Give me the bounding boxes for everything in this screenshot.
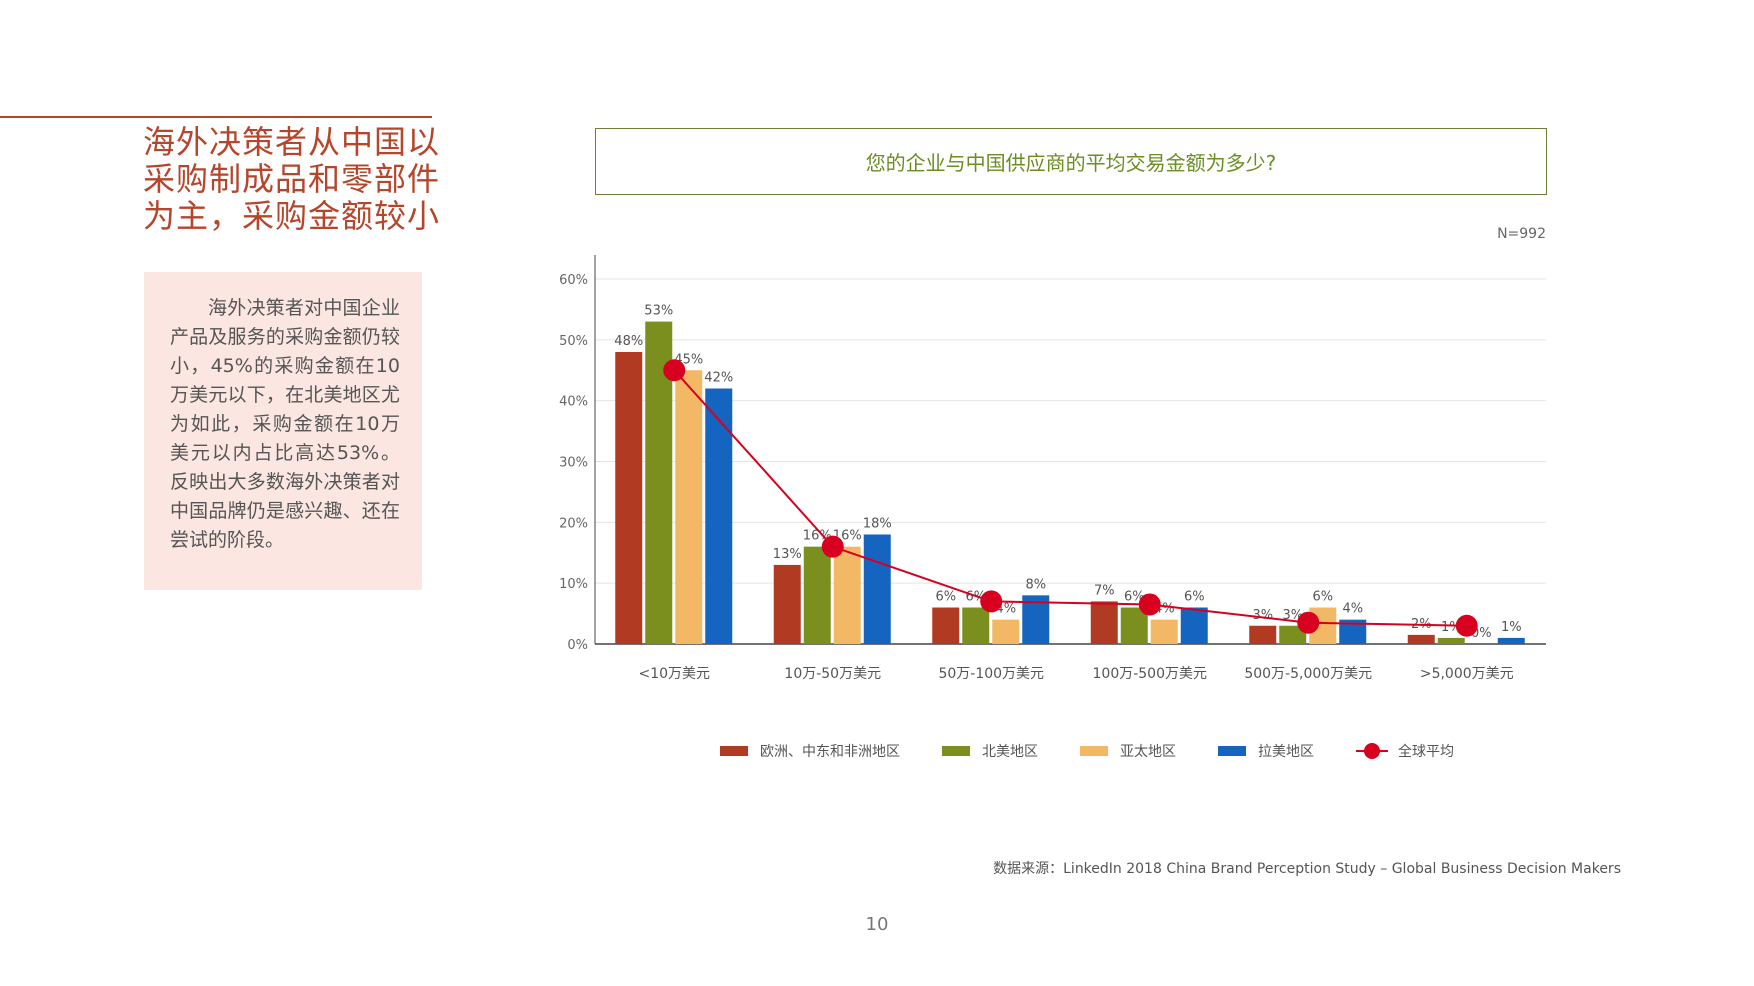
- bar-na: [803, 546, 831, 644]
- legend-item-na: 北美地区: [942, 741, 1038, 761]
- legend-item-apac: 亚太地区: [1080, 741, 1176, 761]
- y-tick-label: 50%: [559, 334, 588, 349]
- bar-apac: [675, 370, 703, 644]
- legend-swatch-latam: [1218, 746, 1246, 756]
- point-global-average: [980, 590, 1003, 613]
- bar-apac: [1150, 619, 1178, 644]
- bar-emea: [932, 607, 960, 644]
- bar-latam: [705, 388, 733, 644]
- bar-emea: [773, 564, 801, 644]
- data-label-latam: 4%: [1342, 602, 1363, 617]
- legend-label-apac: 亚太地区: [1120, 744, 1176, 760]
- bar-latam: [863, 534, 891, 644]
- bar-emea: [1090, 601, 1118, 644]
- data-label-latam: 42%: [704, 371, 733, 386]
- point-global-average: [1138, 593, 1161, 616]
- chart-title-box: 您的企业与中国供应商的平均交易金额为多少?: [595, 128, 1547, 195]
- data-label-latam: 8%: [1025, 577, 1046, 592]
- x-category-label: 100万-500万美元: [1093, 666, 1208, 682]
- data-label-latam: 18%: [863, 517, 892, 532]
- bar-apac: [992, 619, 1020, 644]
- bar-na: [962, 607, 990, 644]
- bar-na: [1120, 607, 1148, 644]
- bar-emea: [1407, 634, 1435, 644]
- legend-swatch-emea: [720, 746, 748, 756]
- bar-na: [1437, 637, 1465, 644]
- chart-title: 您的企业与中国供应商的平均交易金额为多少?: [865, 151, 1277, 175]
- legend-swatch-apac: [1080, 746, 1108, 756]
- headline-line-1: 海外决策者从中国以: [143, 123, 441, 161]
- legend-item-emea: 欧洲、中东和非洲地区: [720, 741, 900, 761]
- data-label-latam: 1%: [1501, 620, 1522, 635]
- source-note: 数据来源：LinkedIn 2018 China Brand Perceptio…: [993, 861, 1621, 877]
- point-global-average: [1297, 611, 1320, 634]
- bar-emea: [615, 352, 643, 644]
- top-rule: [0, 116, 432, 118]
- legend-line-global: [1356, 743, 1388, 759]
- bar-apac: [833, 546, 861, 644]
- y-tick-label: 0%: [567, 638, 588, 653]
- page-number: 10: [865, 914, 889, 935]
- point-global-average: [663, 359, 686, 382]
- legend-label-emea: 欧洲、中东和非洲地区: [760, 744, 900, 760]
- x-category-label: 500万-5,000万美元: [1244, 666, 1372, 682]
- y-tick-label: 30%: [559, 456, 588, 471]
- legend-item-global: 全球平均: [1356, 741, 1454, 761]
- legend-label-latam: 拉美地区: [1258, 744, 1314, 760]
- x-category-label: >5,000万美元: [1420, 666, 1514, 682]
- data-label-emea: 6%: [935, 590, 956, 605]
- x-category-label: 50万-100万美元: [938, 666, 1044, 682]
- legend-label-na: 北美地区: [982, 744, 1038, 760]
- bar-latam: [1022, 595, 1050, 644]
- data-label-latam: 6%: [1184, 590, 1205, 605]
- headline: 海外决策者从中国以 采购制成品和零部件 为主，采购金额较小: [143, 124, 463, 235]
- point-global-average: [821, 535, 844, 558]
- summary-text: 海外决策者对中国企业产品及服务的采购金额仍较小，45%的采购金额在10万美元以下…: [170, 297, 400, 551]
- summary-box: 海外决策者对中国企业产品及服务的采购金额仍较小，45%的采购金额在10万美元以下…: [144, 272, 422, 590]
- data-label-apac: 6%: [1312, 590, 1333, 605]
- x-category-label: 10万-50万美元: [784, 666, 881, 682]
- point-global-average: [1455, 614, 1478, 637]
- sample-size: N=992: [1497, 226, 1546, 242]
- legend-label-global: 全球平均: [1398, 744, 1454, 760]
- y-tick-label: 10%: [559, 577, 588, 592]
- data-label-emea: 3%: [1252, 608, 1273, 623]
- bar-emea: [1249, 625, 1277, 644]
- legend-swatch-na: [942, 746, 970, 756]
- bar-na: [1279, 625, 1307, 644]
- y-tick-label: 20%: [559, 516, 588, 531]
- x-category-label: <10万美元: [638, 666, 710, 682]
- headline-line-2: 采购制成品和零部件: [143, 160, 441, 198]
- chart-legend: 欧洲、中东和非洲地区 北美地区 亚太地区 拉美地区 全球平均: [720, 740, 1496, 762]
- data-label-emea: 7%: [1094, 583, 1115, 598]
- data-label-emea: 13%: [773, 547, 802, 562]
- legend-item-latam: 拉美地区: [1218, 741, 1314, 761]
- y-tick-label: 60%: [559, 273, 588, 288]
- bar-latam: [1180, 607, 1208, 644]
- data-label-emea: 48%: [614, 334, 643, 349]
- headline-line-3: 为主，采购金额较小: [143, 197, 441, 235]
- y-tick-label: 40%: [559, 395, 588, 410]
- data-label-na: 53%: [644, 304, 673, 319]
- line-global-average: [673, 369, 1467, 627]
- bar-latam: [1497, 637, 1525, 644]
